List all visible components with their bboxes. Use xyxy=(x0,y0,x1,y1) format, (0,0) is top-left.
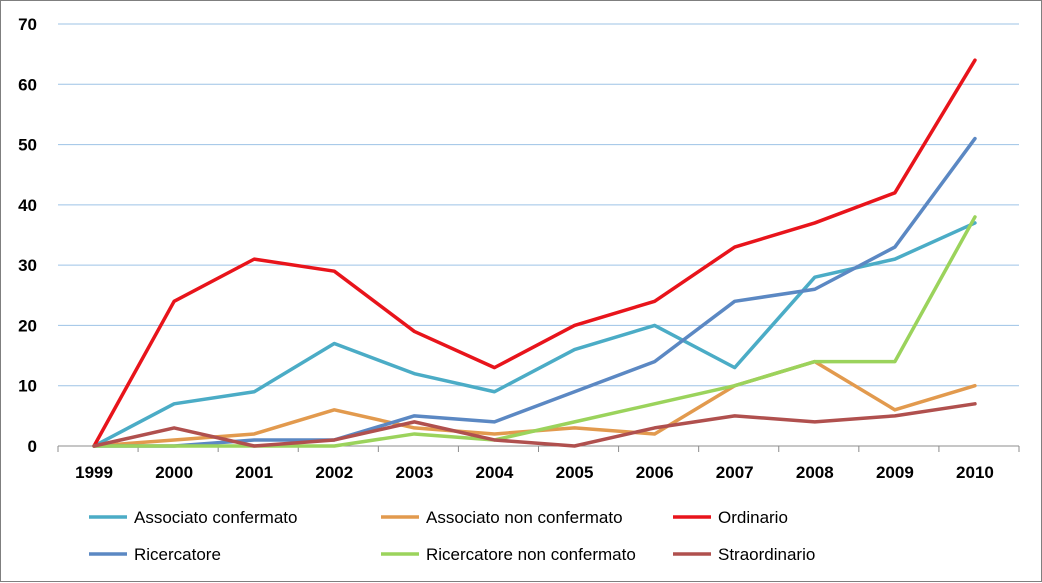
legend-label: Ricercatore xyxy=(134,545,221,564)
x-tick-label: 1999 xyxy=(75,463,113,482)
legend-label: Ricercatore non confermato xyxy=(426,545,636,564)
x-tick-label: 2004 xyxy=(476,463,514,482)
y-tick-label: 70 xyxy=(18,15,37,34)
gridlines xyxy=(58,23,1019,387)
y-tick-label: 0 xyxy=(28,437,37,456)
legend: Associato confermato Associato non confer… xyxy=(89,508,815,564)
x-tick-label: 2006 xyxy=(636,463,674,482)
x-tick-label: 2000 xyxy=(155,463,193,482)
y-tick-label: 60 xyxy=(18,75,37,94)
x-tick-label: 2007 xyxy=(716,463,754,482)
x-tick-label: 2008 xyxy=(796,463,834,482)
x-axis: 1999 2000 2001 2002 2003 2004 2005 2006 2007 2008… xyxy=(57,445,1020,482)
series-line-4 xyxy=(92,215,977,448)
series-line-0 xyxy=(92,221,977,448)
legend-label: Associato confermato xyxy=(134,508,297,527)
series-line-3 xyxy=(92,136,977,448)
y-tick-label: 50 xyxy=(18,136,37,155)
x-tick-label: 2002 xyxy=(315,463,353,482)
x-tick-label: 2003 xyxy=(395,463,433,482)
x-tick-label: 2005 xyxy=(556,463,594,482)
series-lines xyxy=(92,58,977,448)
legend-label: Ordinario xyxy=(718,508,788,527)
y-tick-label: 20 xyxy=(18,316,37,335)
legend-label: Straordinario xyxy=(718,545,815,564)
y-tick-label: 10 xyxy=(18,377,37,396)
y-tick-label: 40 xyxy=(18,196,37,215)
x-tick-label: 2001 xyxy=(235,463,273,482)
series-line-1 xyxy=(92,359,977,448)
y-axis: 0 10 20 30 40 50 60 70 xyxy=(18,15,37,456)
series-line-2 xyxy=(92,58,977,448)
x-tick-label: 2010 xyxy=(956,463,994,482)
legend-label: Associato non confermato xyxy=(426,508,623,527)
y-tick-label: 30 xyxy=(18,256,37,275)
x-tick-label: 2009 xyxy=(876,463,914,482)
series-line-5 xyxy=(92,402,977,448)
